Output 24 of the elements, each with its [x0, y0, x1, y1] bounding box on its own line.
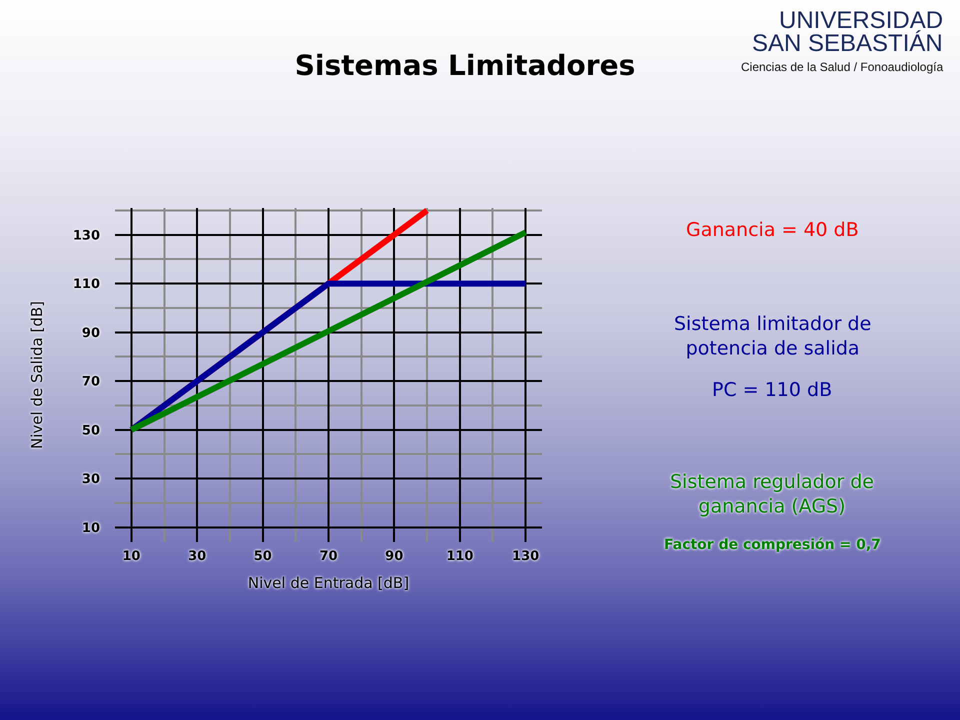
x-tick-label: 110 [446, 549, 474, 564]
y-tick-label: 50 [82, 423, 100, 438]
text: SAN SEBASTIÁN [752, 30, 943, 57]
x-tick-label: 10 [122, 549, 140, 564]
y-tick-label: 130 [72, 228, 100, 244]
chart-title: Sistemas Limitadores [294, 48, 636, 82]
text: Ciencias de la Salud / Fonoaudiología [741, 60, 944, 74]
x-tick-label: 130 [512, 549, 540, 564]
x-tick-label: 30 [188, 549, 206, 564]
y-tick-label: 30 [82, 472, 100, 488]
y-tick-label: 70 [82, 374, 100, 390]
y-tick-label: 90 [82, 326, 100, 341]
text: Sistema regulador de ganancia (AGS) [670, 471, 874, 518]
x-axis-title: Nivel de Entrada [dB] [248, 574, 410, 592]
text: Factor de compresión = 0,7 [664, 537, 881, 553]
y-axis-title: Nivel de Salida [dB] [28, 301, 46, 449]
text: Sistema limitador de potencia de salida [674, 313, 872, 360]
text: Ganancia = 40 dB [686, 219, 859, 241]
text: PC = 110 dB [712, 379, 832, 401]
y-tick-label: 110 [72, 277, 100, 292]
x-tick-label: 90 [385, 549, 404, 564]
y-tick-label: 10 [82, 520, 100, 536]
x-tick-label: 70 [319, 549, 338, 564]
x-tick-label: 50 [254, 549, 272, 564]
